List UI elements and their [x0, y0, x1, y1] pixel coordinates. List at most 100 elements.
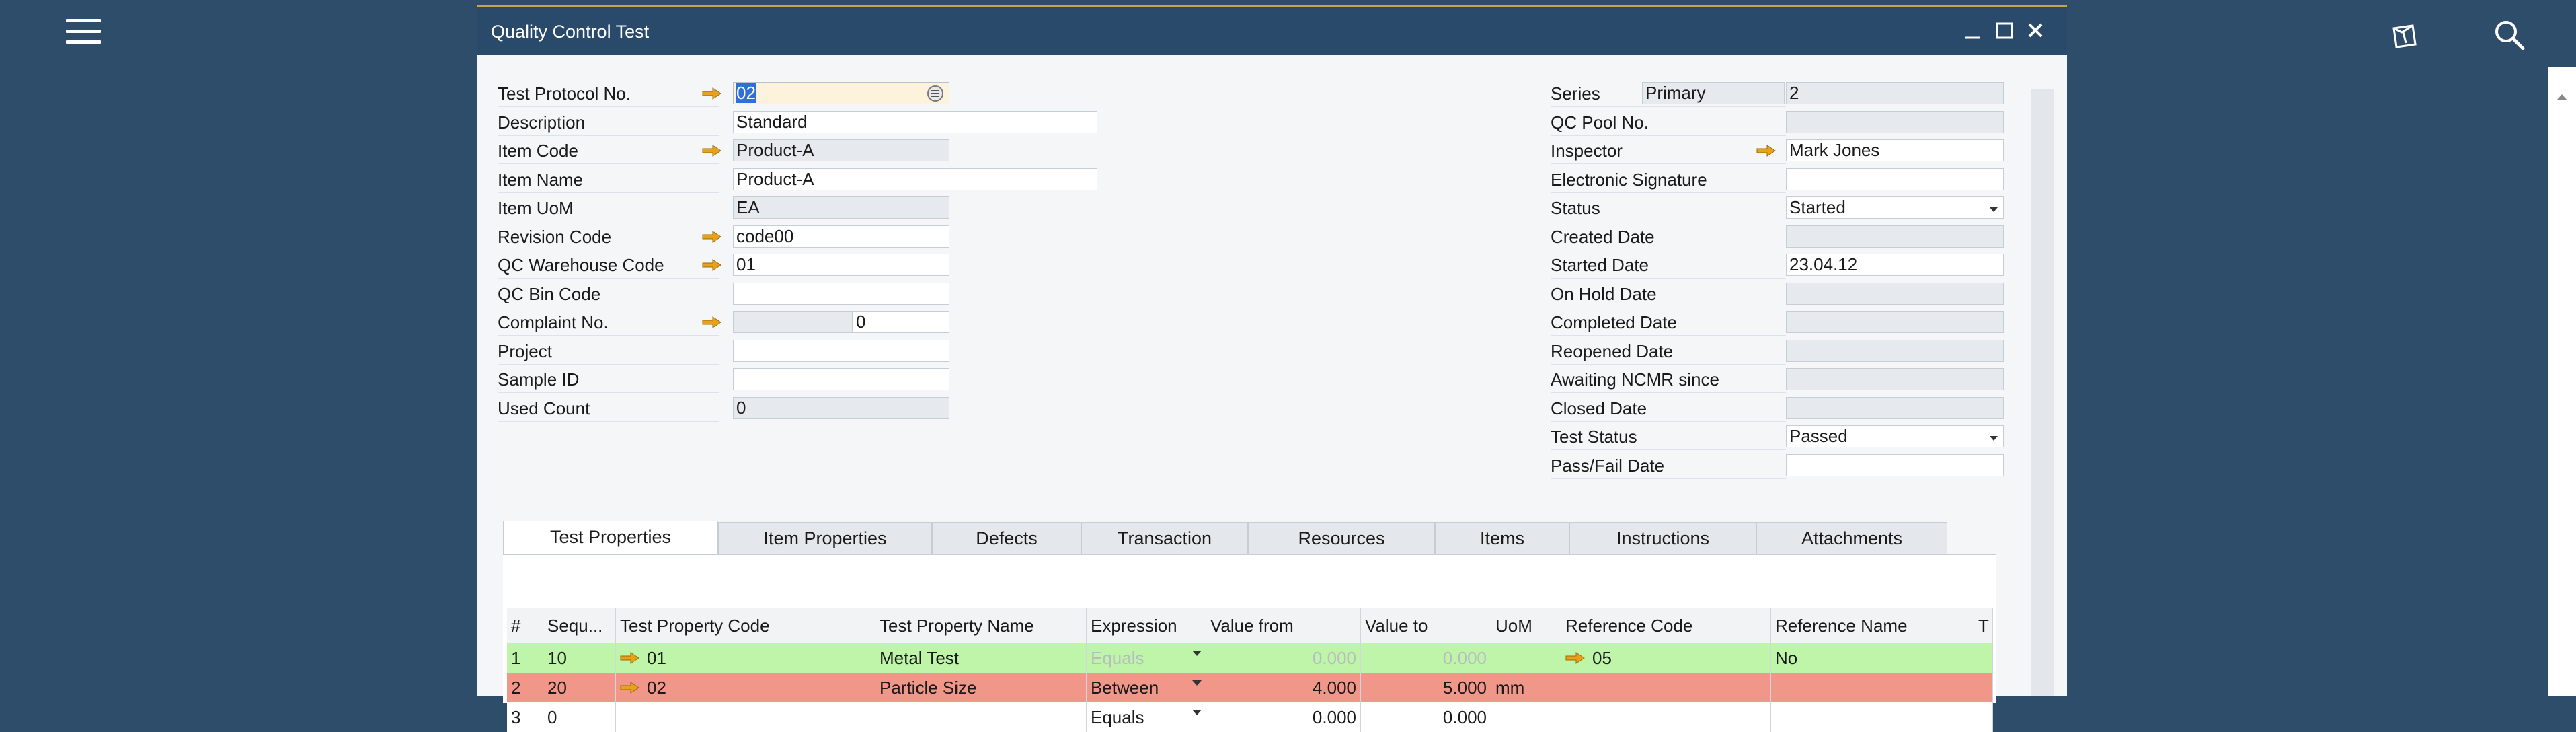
field-started-date[interactable]: 23.04.12	[1786, 254, 2004, 276]
cell-expression[interactable]: Equals	[1087, 643, 1206, 673]
link-arrow-icon[interactable]	[702, 316, 722, 329]
field-qc-warehouse-code[interactable]: 01	[733, 254, 949, 276]
cell-value-from[interactable]: 0.000	[1206, 702, 1361, 732]
cell-sequ[interactable]: 0	[543, 702, 616, 732]
link-arrow-icon[interactable]	[702, 87, 722, 100]
cell-reference-name[interactable]	[1771, 702, 1974, 732]
cell-value-to[interactable]: 0.000	[1361, 702, 1491, 732]
cell-reference-code[interactable]: 05	[1561, 643, 1771, 673]
field-test-protocol-no[interactable]: 02	[733, 82, 949, 104]
field-series[interactable]: 2	[1786, 82, 2004, 104]
link-arrow-icon[interactable]	[702, 144, 722, 157]
column-header-reference-code[interactable]: Reference Code	[1561, 608, 1771, 643]
cell-test-property-code[interactable]: 02	[616, 673, 875, 702]
field-electronic-signature[interactable]	[1786, 168, 2004, 190]
cell-value-to[interactable]: 0.000	[1361, 643, 1491, 673]
cell-test-property-name[interactable]: Particle Size	[875, 673, 1087, 702]
cell-value-from[interactable]: 4.000	[1206, 673, 1361, 702]
cell-test-property-code[interactable]	[616, 702, 875, 732]
cell-t[interactable]	[1974, 643, 1993, 673]
column-header-sequ[interactable]: Sequ...	[543, 608, 616, 643]
minimize-icon[interactable]	[1962, 20, 1984, 42]
tab-attachments[interactable]: Attachments	[1756, 522, 1947, 554]
cell-value-to[interactable]: 5.000	[1361, 673, 1491, 702]
column-header-test-property-name[interactable]: Test Property Name	[875, 608, 1087, 643]
tab-items[interactable]: Items	[1435, 522, 1569, 554]
link-arrow-icon[interactable]	[1756, 144, 1777, 157]
cell-t[interactable]	[1974, 673, 1993, 702]
close-icon[interactable]	[2025, 20, 2047, 42]
cell-sequ[interactable]: 20	[543, 673, 616, 702]
dropdown-arrow-icon[interactable]	[1990, 436, 1998, 441]
column-header-col[interactable]: #	[507, 608, 543, 643]
cell-test-property-name[interactable]: Metal Test	[875, 643, 1087, 673]
field-revision-code[interactable]: code00	[733, 225, 949, 248]
cell-test-property-code[interactable]: 01	[616, 643, 875, 673]
table-row[interactable]: 1 10 01 Metal Test Equals 0.000 0.000 05 No	[507, 643, 1993, 673]
cell-expression[interactable]: Between	[1087, 673, 1206, 702]
column-header-expression[interactable]: Expression	[1087, 608, 1206, 643]
cell-reference-code[interactable]	[1561, 673, 1771, 702]
series-name-field[interactable]: Primary	[1642, 82, 1785, 104]
tab-resources[interactable]: Resources	[1248, 522, 1435, 554]
dropdown-arrow-icon[interactable]	[1990, 207, 1998, 212]
cell-t[interactable]	[1974, 702, 1993, 732]
column-header-uom[interactable]: UoM	[1491, 608, 1561, 643]
link-arrow-icon[interactable]	[620, 681, 640, 694]
dropdown-arrow-icon[interactable]	[1192, 651, 1202, 656]
column-header-reference-name[interactable]: Reference Name	[1771, 608, 1974, 643]
dropdown-arrow-icon[interactable]	[1192, 710, 1202, 715]
maximize-icon[interactable]	[1994, 20, 2016, 42]
cell-uom[interactable]	[1491, 702, 1561, 732]
cell-uom[interactable]: mm	[1491, 673, 1561, 702]
link-arrow-icon[interactable]	[1565, 651, 1586, 665]
field-item-name[interactable]: Product-A	[733, 168, 1097, 190]
field-test-status[interactable]: Passed	[1786, 425, 2004, 447]
cell-test-property-name[interactable]	[875, 702, 1087, 732]
tab-defects[interactable]: Defects	[932, 522, 1081, 554]
column-header-value-to[interactable]: Value to	[1361, 608, 1491, 643]
field-sample-id[interactable]	[733, 368, 949, 390]
search-icon[interactable]	[2492, 17, 2527, 52]
tab-transaction[interactable]: Transaction	[1081, 522, 1248, 554]
link-arrow-icon[interactable]	[702, 258, 722, 272]
notifications-tray-icon[interactable]	[2388, 17, 2423, 52]
field-complaint-no[interactable]	[733, 311, 853, 333]
column-header-value-from[interactable]: Value from	[1206, 608, 1361, 643]
label-status: Status	[1551, 198, 1600, 218]
link-arrow-icon[interactable]	[702, 230, 722, 244]
table-row[interactable]: 2 20 02 Particle Size Between 4.000 5.000 mm	[507, 673, 1993, 702]
cell-reference-code[interactable]	[1561, 702, 1771, 732]
field-status[interactable]: Started	[1786, 196, 2004, 219]
background-scrollbar[interactable]	[2548, 67, 2576, 696]
menu-icon[interactable]	[66, 19, 101, 46]
tab-item-properties[interactable]: Item Properties	[718, 522, 932, 554]
tab-instructions[interactable]: Instructions	[1569, 522, 1756, 554]
row-divider	[1551, 478, 1786, 479]
cell-value-from[interactable]: 0.000	[1206, 643, 1361, 673]
field-complaint-no-line[interactable]: 0	[853, 311, 949, 333]
qc-test-window: Quality Control Test Test Protocol No. 02…	[477, 5, 2067, 732]
field-pass-fail-date[interactable]	[1786, 453, 2004, 476]
cell-col: 1	[507, 643, 543, 673]
row-divider	[1551, 335, 1786, 336]
field-inspector[interactable]: Mark Jones	[1786, 139, 2004, 161]
cell-uom[interactable]	[1491, 643, 1561, 673]
dropdown-arrow-icon[interactable]	[1192, 680, 1202, 686]
cell-sequ[interactable]: 10	[543, 643, 616, 673]
field-project[interactable]	[733, 339, 949, 362]
field-qc-bin-code[interactable]	[733, 282, 949, 305]
cell-reference-name[interactable]: No	[1771, 643, 1974, 673]
tab-test-properties[interactable]: Test Properties	[503, 521, 718, 554]
cell-reference-name[interactable]	[1771, 673, 1974, 702]
label-reopened-date: Reopened Date	[1551, 340, 1674, 361]
cell-expression[interactable]: Equals	[1087, 702, 1206, 732]
field-description[interactable]: Standard	[733, 110, 1097, 133]
link-arrow-icon[interactable]	[620, 651, 640, 665]
field-item-uom: EA	[733, 196, 949, 219]
column-header-test-property-code[interactable]: Test Property Code	[616, 608, 875, 643]
table-row[interactable]: 3 0 Equals 0.000 0.000	[507, 702, 1993, 732]
column-header-t[interactable]: T	[1974, 608, 1993, 643]
form-scrollbar[interactable]	[2031, 89, 2054, 696]
choose-from-list-icon[interactable]	[926, 84, 945, 103]
